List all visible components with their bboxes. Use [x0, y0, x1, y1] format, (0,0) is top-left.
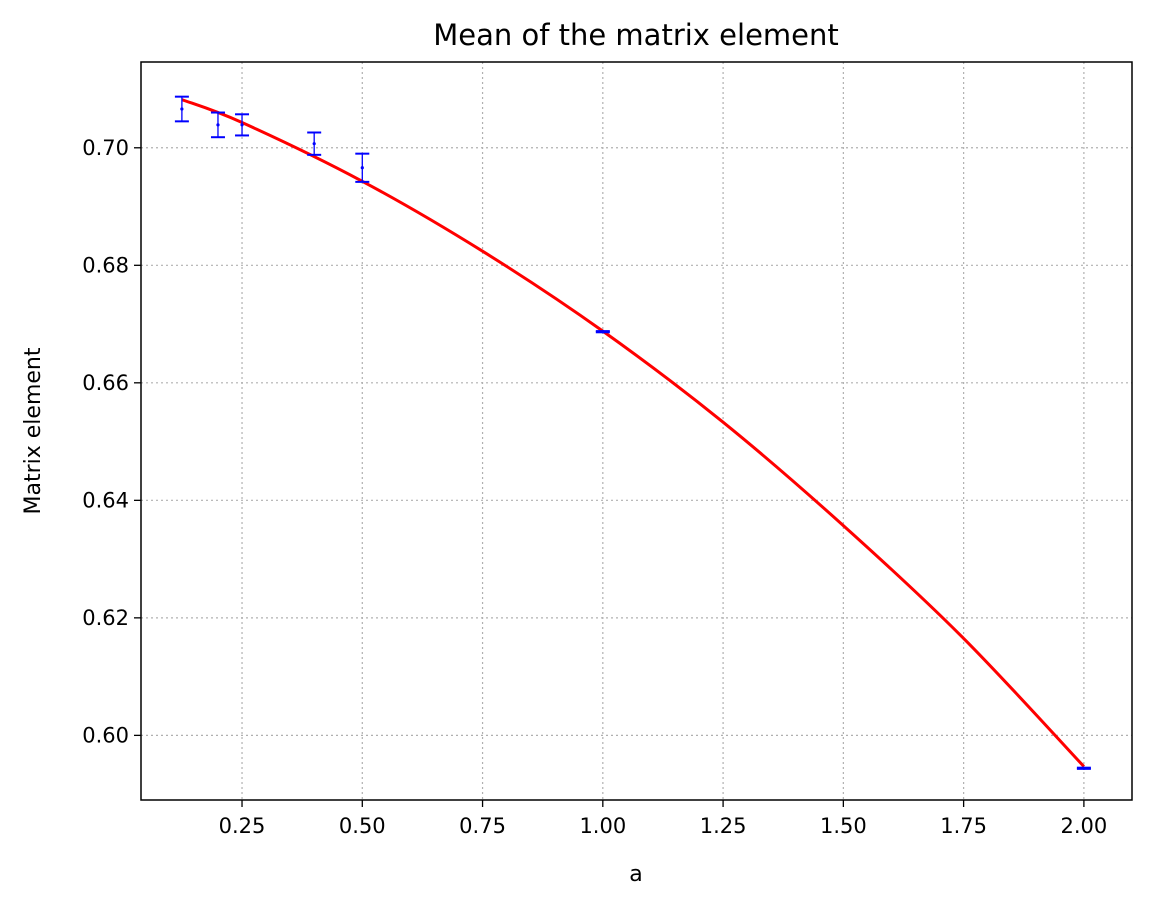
- data-point-marker: [1082, 766, 1086, 770]
- y-axis: 0.60 0.62 0.64 0.66 0.68 0.70: [82, 136, 141, 747]
- data-point-marker: [216, 123, 220, 127]
- data-points-layer: [174, 95, 1091, 770]
- data-point-marker: [360, 166, 364, 170]
- x-tick-label: 1.50: [820, 814, 867, 838]
- data-point-marker: [240, 123, 244, 127]
- grid: [141, 62, 1132, 800]
- errorbar-point: [595, 330, 610, 334]
- x-tick-label: 2.00: [1061, 814, 1108, 838]
- fit-curve-layer: [181, 98, 1085, 768]
- x-tick-label: 0.75: [459, 814, 506, 838]
- errorbar-point: [307, 131, 322, 156]
- y-tick-label: 0.64: [82, 488, 129, 512]
- x-tick-label: 0.50: [339, 814, 386, 838]
- y-axis-label: Matrix element: [21, 347, 46, 514]
- chart-title: Mean of the matrix element: [433, 18, 839, 52]
- y-tick-label: 0.70: [82, 136, 129, 160]
- y-tick-label: 0.62: [82, 606, 129, 630]
- y-tick-label: 0.60: [82, 723, 129, 747]
- y-tick-label: 0.68: [82, 253, 129, 277]
- x-tick-label: 1.00: [579, 814, 626, 838]
- data-point-marker: [601, 330, 605, 334]
- x-tick-label: 0.25: [219, 814, 266, 838]
- x-tick-label: 1.25: [700, 814, 747, 838]
- errorbar-point: [210, 111, 225, 139]
- data-point-marker: [180, 107, 184, 111]
- y-tick-label: 0.66: [82, 371, 129, 395]
- errorbar-point: [355, 152, 370, 183]
- plot-frame: [140, 61, 1133, 801]
- fit-curve: [181, 98, 1085, 768]
- x-axis-label: a: [629, 862, 642, 887]
- data-point-marker: [312, 142, 316, 146]
- errorbar-point: [174, 95, 189, 123]
- x-axis: 0.25 0.50 0.75 1.00 1.25 1.50 1.75 2.00: [219, 800, 1108, 838]
- errorbar-point: [1076, 766, 1091, 770]
- x-tick-label: 1.75: [940, 814, 987, 838]
- errorbar-point: [235, 113, 250, 137]
